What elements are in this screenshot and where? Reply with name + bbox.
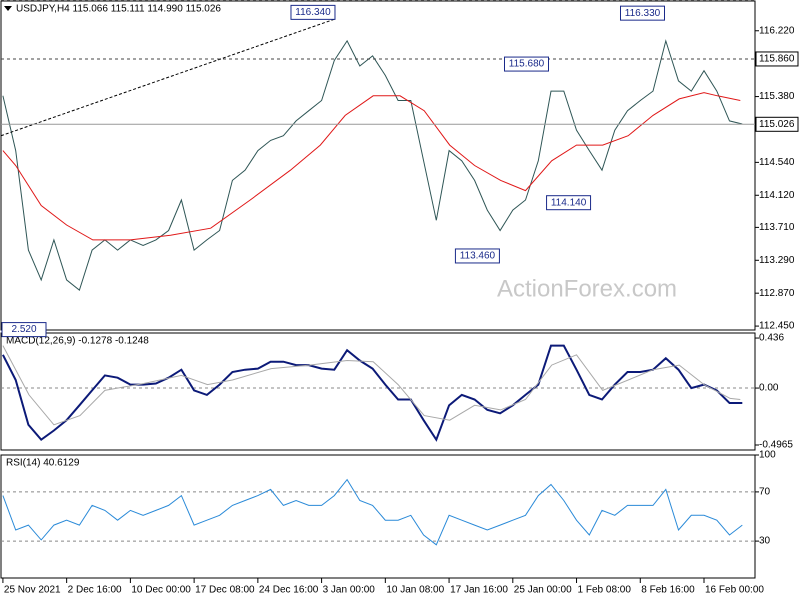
annotation-box bbox=[546, 195, 592, 211]
rsi-label: RSI(14) 40.6129 bbox=[6, 458, 80, 469]
x-tick-label: 3 Jan 00:00 bbox=[323, 585, 376, 596]
y-tick-label: 0.00 bbox=[759, 383, 779, 394]
y-tick-label: 114.540 bbox=[759, 157, 795, 168]
y-tick-label: 114.120 bbox=[759, 190, 795, 201]
x-tick-label: 2 Dec 16:00 bbox=[68, 585, 122, 596]
annotation-box bbox=[454, 248, 500, 264]
annotation-label: 116.330 bbox=[625, 8, 661, 19]
chart-title: USDJPY,H4 115.066 115.111 114.990 115.02… bbox=[16, 4, 221, 15]
y-tick-label: 113.290 bbox=[759, 255, 795, 266]
annotation-box bbox=[503, 56, 549, 72]
series-line bbox=[2, 39, 743, 291]
y-tick-label: -0.4965 bbox=[759, 440, 793, 451]
y-tick-label: 100 bbox=[759, 450, 776, 461]
x-tick-label: 16 Feb 00:00 bbox=[705, 585, 764, 596]
y-tick-label: 112.450 bbox=[759, 321, 795, 332]
rsi-panel bbox=[0, 454, 756, 579]
annotation-label: 114.140 bbox=[551, 197, 587, 208]
annotation-box bbox=[619, 5, 665, 21]
x-tick-label: 17 Jan 16:00 bbox=[450, 585, 508, 596]
price-level-label: 115.026 bbox=[759, 119, 795, 130]
y-tick-label: 113.710 bbox=[759, 222, 795, 233]
x-tick-label: 25 Jan 00:00 bbox=[514, 585, 572, 596]
annotation-label: 116.340 bbox=[295, 7, 331, 18]
annotation-label: 113.460 bbox=[460, 251, 496, 262]
series-line bbox=[2, 478, 743, 546]
annotation-box bbox=[1, 322, 47, 338]
price-level-box bbox=[755, 51, 799, 67]
y-tick-label: 30 bbox=[759, 536, 771, 547]
annotation-label: 115.680 bbox=[509, 59, 545, 70]
x-tick-label: 17 Dec 08:00 bbox=[195, 585, 255, 596]
x-tick-label: 1 Feb 08:00 bbox=[578, 585, 632, 596]
x-tick-label: 8 Feb 16:00 bbox=[641, 585, 695, 596]
y-tick-label: 0.436 bbox=[759, 333, 784, 344]
price-level-label: 115.860 bbox=[759, 54, 795, 65]
x-tick-label: 10 Jan 08:00 bbox=[386, 585, 444, 596]
macd-label: MACD(12,26,9) -0.1278 -0.1248 bbox=[6, 336, 149, 347]
y-tick-label: 115.380 bbox=[759, 91, 795, 102]
series-line bbox=[2, 345, 741, 426]
y-tick-label: 70 bbox=[759, 487, 771, 498]
x-tick-label: 25 Nov 2021 bbox=[4, 585, 61, 596]
series-line bbox=[2, 92, 741, 241]
watermark: ActionForex.com bbox=[497, 275, 677, 302]
symbol-icon bbox=[4, 6, 12, 11]
x-tick-label: 24 Dec 16:00 bbox=[259, 585, 319, 596]
trend-line bbox=[0, 18, 336, 137]
y-tick-label: 116.220 bbox=[759, 25, 795, 36]
annotation-box bbox=[290, 4, 336, 20]
x-tick-label: 10 Dec 00:00 bbox=[131, 585, 191, 596]
macd-panel bbox=[0, 332, 756, 451]
annotation-label: 2.520 bbox=[11, 324, 36, 335]
series-line bbox=[2, 344, 743, 442]
y-tick-label: 112.870 bbox=[759, 288, 795, 299]
price-panel bbox=[0, 0, 756, 331]
price-level-box bbox=[755, 116, 799, 132]
